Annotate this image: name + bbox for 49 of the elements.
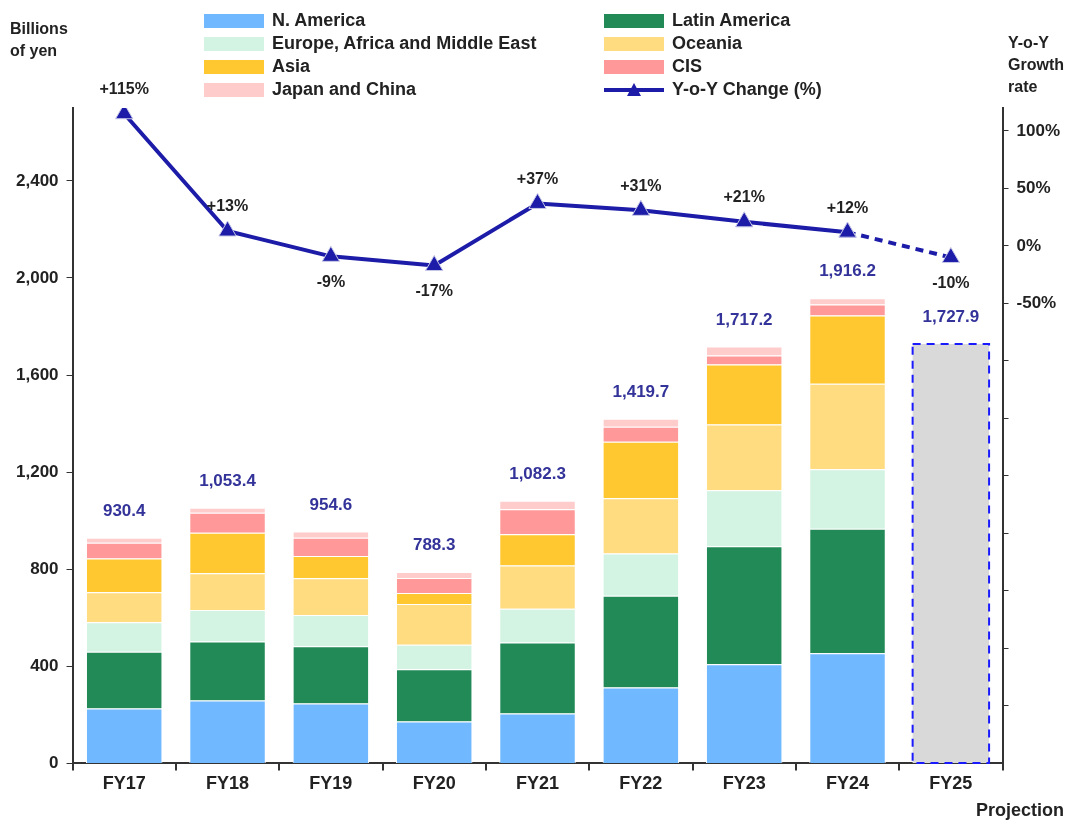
data-label: +115% — [99, 80, 149, 98]
legend-label: CIS — [672, 56, 703, 77]
total-label: 788.3 — [412, 535, 456, 555]
y-tick-label: 1,200 — [15, 461, 59, 481]
x-tick-label: FY19 — [309, 773, 353, 794]
data-label: -17% — [415, 281, 453, 299]
total-label: 930.4 — [102, 500, 147, 520]
total-label: 954.6 — [309, 494, 353, 514]
legend-label: Europe, Africa and Middle East — [272, 33, 537, 54]
y2-tick-label: 100% — [1016, 120, 1060, 140]
data-label: +12% — [826, 198, 869, 216]
x-tick-label: FY17 — [102, 773, 146, 794]
y-tick-label: 0 — [49, 753, 59, 773]
y2-axis-title: Y-o-Y Growth rate — [1008, 34, 1064, 96]
total-label: 1,717.2 — [715, 309, 773, 329]
total-label: 1,082.3 — [509, 463, 566, 483]
y-tick-label: 800 — [30, 558, 59, 578]
legend-label: N. America — [272, 10, 366, 31]
x-tick-label: FY22 — [619, 773, 663, 794]
legend-label: Y-o-Y Change (%) — [672, 79, 822, 100]
y2-tick-label: -50% — [1016, 293, 1057, 313]
data-label: -9% — [316, 272, 346, 290]
total-label: 1,053.4 — [199, 470, 257, 490]
data-label: +21% — [723, 188, 765, 206]
legend-label: Asia — [272, 56, 311, 77]
total-label: 1,916.2 — [819, 261, 876, 281]
data-label: +13% — [206, 197, 249, 215]
y2-tick-label: 50% — [1016, 178, 1051, 198]
y-tick-label: 1,600 — [15, 364, 59, 384]
text: Projection — [975, 799, 1064, 820]
legend-label: Oceania — [672, 33, 743, 54]
y2-tick-label: 0% — [1016, 235, 1042, 255]
y-tick-label: 400 — [30, 655, 59, 675]
x-tick-label: FY21 — [516, 773, 560, 794]
y-axis-title: Billions of yen — [10, 20, 68, 60]
x-tick-label: FY18 — [206, 773, 250, 794]
legend-label: Japan and China — [272, 79, 417, 100]
x-tick-label: FY25 — [929, 773, 973, 794]
total-label: 1,419.7 — [612, 381, 670, 401]
total-label: 1,727.9 — [922, 307, 980, 327]
x-tick-label: FY20 — [412, 773, 456, 794]
y-tick-label: 2,000 — [15, 267, 59, 287]
data-label: +31% — [620, 176, 662, 194]
legend-label: Latin America — [672, 10, 791, 31]
data-label: +37% — [516, 169, 559, 187]
x-tick-label: FY24 — [826, 773, 870, 794]
y-tick-label: 2,400 — [15, 170, 59, 190]
data-label: -10% — [932, 273, 970, 291]
x-tick-label: FY23 — [722, 773, 766, 794]
